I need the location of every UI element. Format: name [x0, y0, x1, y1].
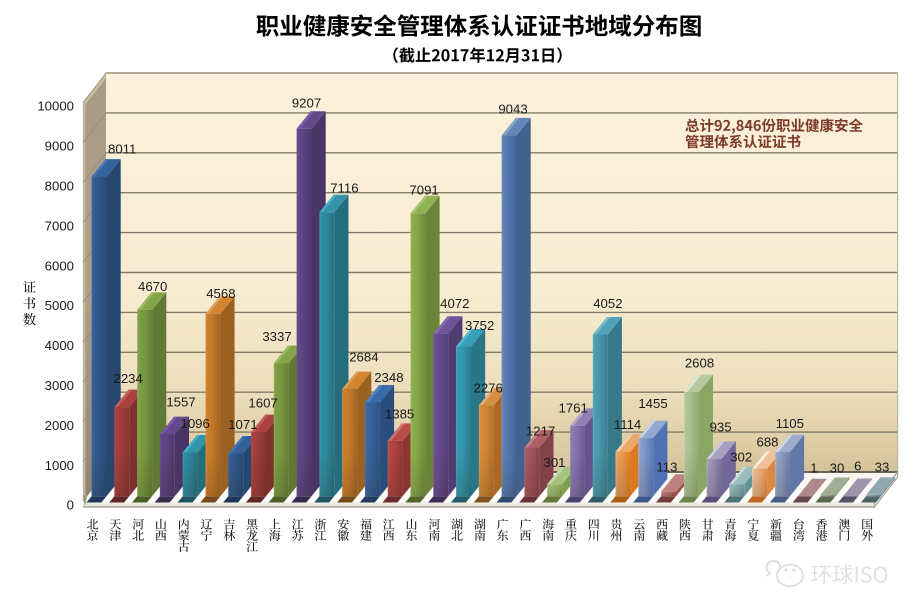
svg-text:2234: 2234: [114, 371, 143, 386]
svg-text:30: 30: [830, 461, 845, 476]
svg-text:935: 935: [710, 420, 732, 435]
svg-text:688: 688: [756, 435, 778, 450]
svg-text:3337: 3337: [262, 329, 291, 344]
svg-text:4670: 4670: [138, 279, 167, 294]
svg-text:6000: 6000: [45, 258, 74, 273]
svg-text:2000: 2000: [45, 418, 74, 433]
svg-text:1607: 1607: [248, 396, 277, 411]
svg-text:1455: 1455: [638, 396, 667, 411]
svg-text:4072: 4072: [440, 296, 469, 311]
svg-text:4000: 4000: [45, 338, 74, 353]
svg-text:1217: 1217: [526, 424, 555, 439]
svg-text:1114: 1114: [614, 417, 641, 432]
svg-text:10000: 10000: [37, 99, 74, 114]
svg-text:1000: 1000: [45, 458, 74, 473]
svg-text:3752: 3752: [465, 318, 494, 333]
svg-text:8000: 8000: [45, 179, 74, 194]
svg-text:1761: 1761: [559, 400, 588, 415]
svg-text:2348: 2348: [374, 370, 403, 385]
svg-text:2276: 2276: [474, 381, 503, 396]
svg-text:1557: 1557: [166, 394, 195, 409]
svg-text:9207: 9207: [292, 95, 321, 110]
svg-text:0: 0: [67, 498, 74, 513]
svg-text:1071: 1071: [228, 417, 257, 432]
svg-text:4052: 4052: [593, 296, 622, 311]
svg-text:7000: 7000: [45, 218, 74, 233]
svg-text:1096: 1096: [181, 416, 210, 431]
svg-text:4568: 4568: [206, 286, 235, 301]
svg-text:2684: 2684: [349, 350, 378, 365]
svg-text:7091: 7091: [409, 182, 438, 197]
svg-text:302: 302: [730, 449, 752, 464]
svg-text:8011: 8011: [108, 141, 136, 156]
svg-text:1: 1: [810, 461, 817, 476]
svg-text:33: 33: [875, 460, 890, 475]
svg-text:9000: 9000: [45, 139, 74, 154]
svg-text:113: 113: [656, 460, 677, 475]
svg-text:5000: 5000: [45, 298, 74, 313]
svg-text:9043: 9043: [498, 101, 527, 116]
svg-text:301: 301: [543, 455, 565, 470]
svg-text:2608: 2608: [685, 356, 714, 371]
svg-text:1385: 1385: [385, 407, 414, 422]
svg-text:7116: 7116: [330, 181, 358, 196]
svg-text:6: 6: [854, 459, 861, 474]
svg-text:1105: 1105: [776, 416, 804, 431]
svg-text:3000: 3000: [45, 378, 74, 393]
